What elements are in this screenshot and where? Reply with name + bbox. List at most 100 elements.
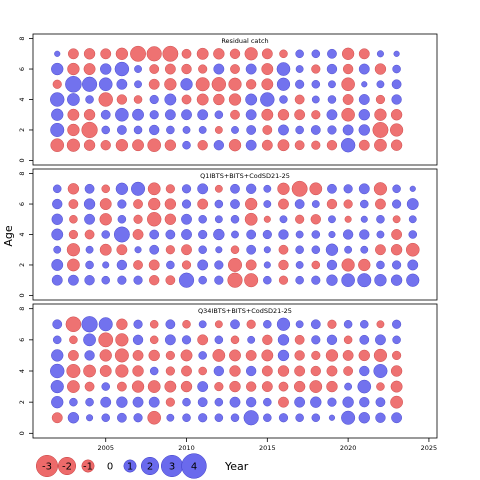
bubble <box>326 274 338 286</box>
bubble <box>326 63 338 75</box>
bubble <box>294 396 306 408</box>
bubble <box>214 382 224 392</box>
bubble <box>358 258 371 272</box>
bubble <box>373 364 388 378</box>
bubble <box>390 395 403 409</box>
y-tick-label: 4 <box>18 369 26 373</box>
bubble <box>358 183 370 195</box>
bubble <box>214 110 224 119</box>
bubble <box>263 275 272 285</box>
bubble <box>360 320 369 329</box>
bubble <box>100 48 112 60</box>
bubble <box>181 63 192 75</box>
bubble <box>392 64 401 74</box>
bubble <box>230 319 240 330</box>
legend-item: -1 <box>81 459 95 473</box>
bubble <box>276 77 291 91</box>
bubble <box>115 139 129 152</box>
panel-title: Q1IBTS+BITS+CodSD21-25 <box>200 172 290 180</box>
bubble <box>246 319 256 329</box>
bubble <box>374 63 387 75</box>
bubble <box>149 244 160 255</box>
bubble <box>82 76 98 92</box>
bubble <box>68 199 79 209</box>
bubble <box>182 413 191 422</box>
bubble <box>325 349 339 362</box>
bubble <box>246 381 257 392</box>
bubble <box>198 215 207 224</box>
bubble <box>117 381 127 392</box>
bubble <box>166 413 175 422</box>
bubble <box>310 319 321 330</box>
bubble <box>52 198 63 210</box>
bubble <box>277 109 290 121</box>
bubble <box>278 381 289 392</box>
bubble <box>67 123 80 137</box>
bubble <box>342 63 354 75</box>
bubble <box>180 380 193 393</box>
x-tick-label: 2020 <box>340 444 357 452</box>
bubble <box>84 381 95 392</box>
bubble <box>101 230 110 239</box>
bubble <box>344 215 352 223</box>
bubble <box>116 318 128 330</box>
bubble <box>392 199 402 209</box>
bubble <box>230 109 240 120</box>
bubble <box>327 183 337 194</box>
bubble <box>295 49 304 59</box>
bubble <box>83 109 96 121</box>
bubble <box>245 197 258 211</box>
bubble <box>116 259 128 271</box>
bubble <box>51 62 64 76</box>
bubble <box>341 273 355 287</box>
bubble <box>358 48 370 60</box>
bubble <box>149 64 160 74</box>
bubble <box>100 140 111 151</box>
bubble <box>310 396 322 408</box>
x-tick-label: 2015 <box>259 444 276 452</box>
bubble <box>54 50 61 57</box>
bubble <box>181 229 192 240</box>
bubble <box>342 94 354 105</box>
bubble <box>278 396 289 408</box>
bubble <box>341 258 355 272</box>
bubble <box>197 334 209 346</box>
bubble <box>245 350 257 361</box>
bubble <box>229 396 241 408</box>
bubble <box>68 48 79 60</box>
bubble <box>391 229 402 240</box>
bubble <box>115 333 129 347</box>
bubble <box>131 181 146 196</box>
bubble <box>376 50 384 58</box>
bubble <box>408 230 417 239</box>
bubble <box>213 140 224 151</box>
bubble <box>133 214 143 224</box>
bubble <box>67 62 80 76</box>
bubble <box>181 260 192 270</box>
bubble <box>181 213 192 225</box>
bubble <box>342 124 354 136</box>
bubble <box>279 95 288 104</box>
bubble <box>100 109 111 120</box>
bubble <box>291 180 308 197</box>
bubble <box>164 63 176 75</box>
bubble <box>263 320 272 329</box>
bubble <box>407 259 419 271</box>
bubble <box>390 380 403 393</box>
bubble <box>132 350 144 361</box>
bubble <box>311 335 321 345</box>
bubble <box>343 184 353 194</box>
bubble <box>311 80 321 89</box>
bubble <box>181 184 192 194</box>
bubble <box>132 334 144 345</box>
bubble <box>263 215 271 223</box>
bubble <box>245 139 257 151</box>
bubble <box>261 349 274 362</box>
bubble <box>81 316 98 333</box>
bubble <box>165 319 176 330</box>
bubble <box>83 198 96 210</box>
bubble <box>181 335 192 345</box>
bubble <box>50 363 65 379</box>
bubble <box>327 48 337 59</box>
bubble <box>134 246 142 254</box>
